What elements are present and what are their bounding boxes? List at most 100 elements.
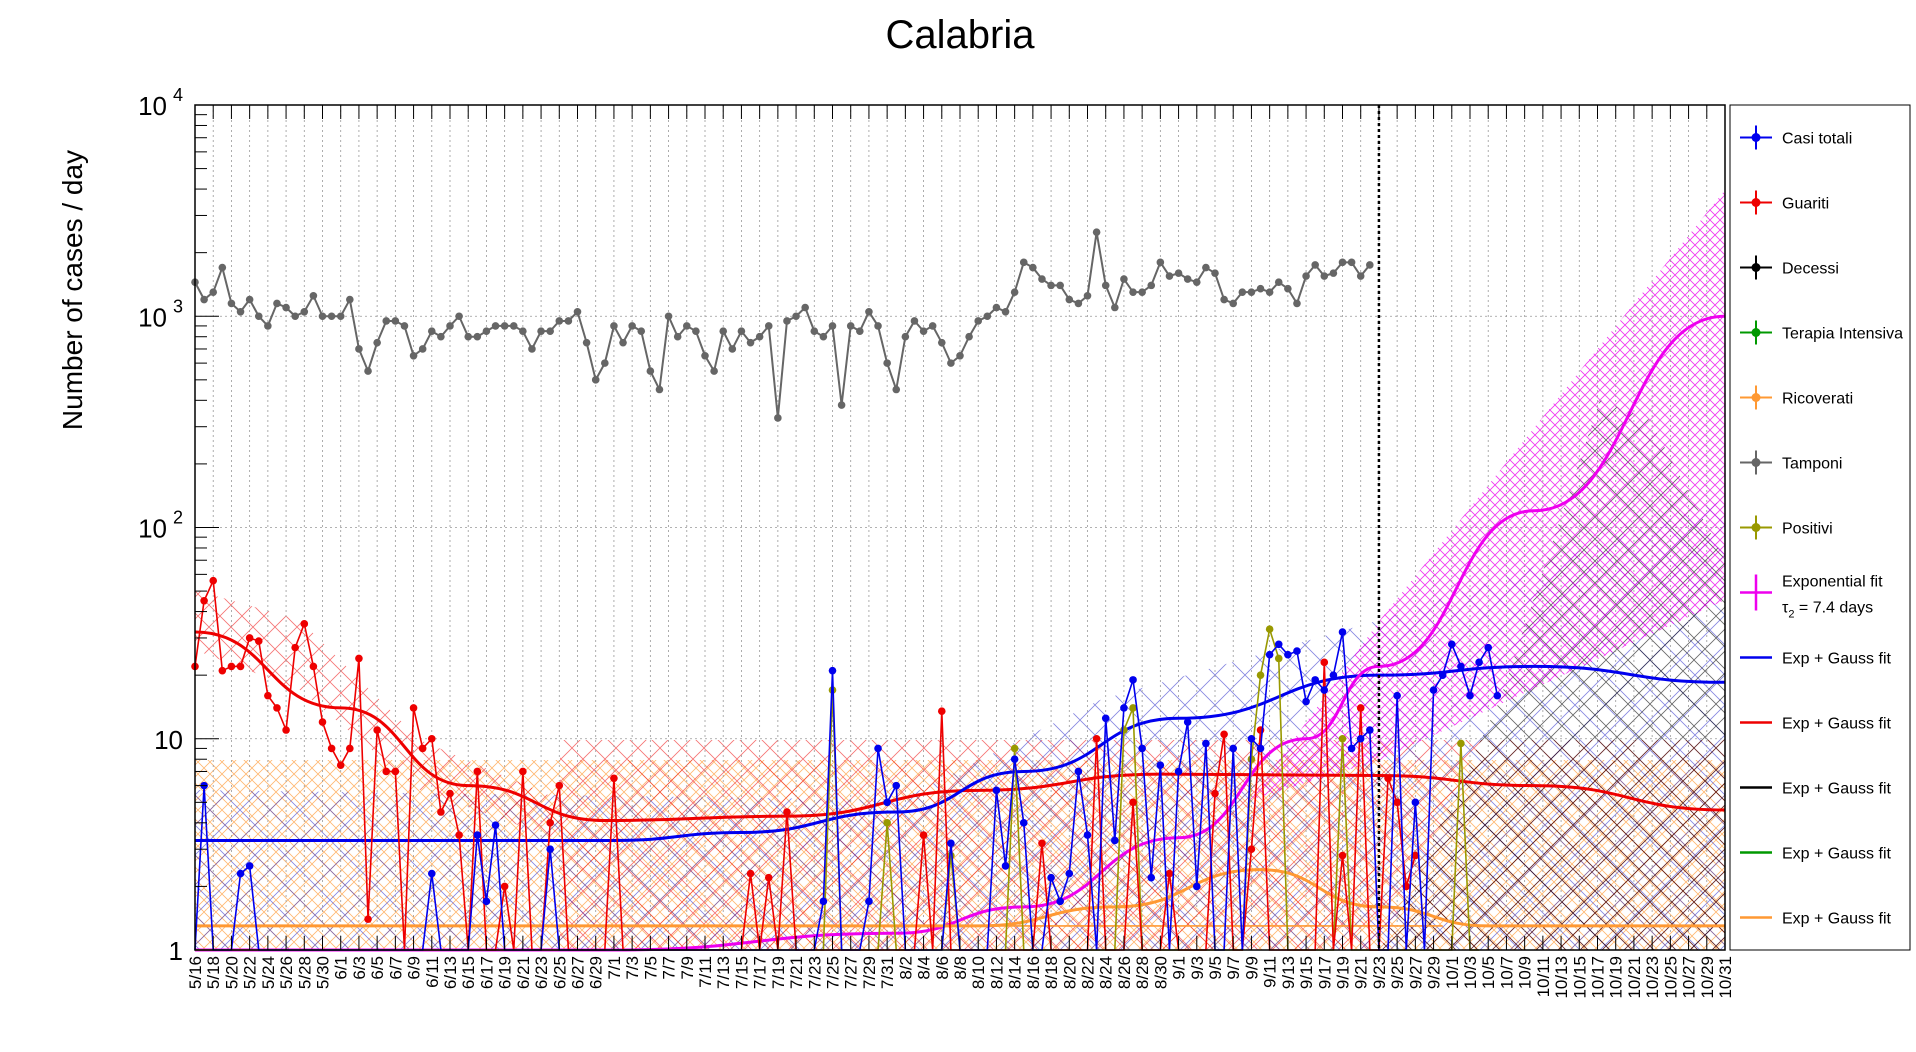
y-tick-label: 10: [138, 91, 167, 121]
data-point: [446, 322, 454, 330]
data-point: [245, 295, 254, 304]
x-tick-label: 7/5: [641, 956, 660, 980]
data-point: [218, 263, 227, 272]
data-point: [1138, 744, 1146, 753]
data-point: [437, 332, 445, 341]
data-point: [610, 774, 618, 783]
data-point: [1238, 288, 1247, 296]
data-point: [1174, 767, 1183, 776]
data-point: [1220, 730, 1228, 739]
x-tick-label: 7/1: [605, 956, 624, 980]
data-point: [1457, 739, 1465, 748]
x-tick-label: 10/11: [1534, 956, 1553, 997]
y-tick-exponent: 4: [173, 85, 183, 105]
data-point: [291, 312, 299, 321]
data-point: [710, 367, 718, 375]
x-tick-label: 9/15: [1297, 956, 1316, 989]
data-point: [1247, 288, 1256, 296]
x-tick-label: 9/11: [1261, 956, 1280, 988]
x-tick-label: 7/11: [696, 956, 715, 988]
data-point: [856, 327, 864, 335]
data-point: [919, 831, 928, 839]
data-point: [637, 327, 646, 335]
data-point: [783, 808, 791, 816]
data-point: [591, 376, 600, 384]
data-point: [1384, 774, 1392, 783]
x-tick-label: 10/9: [1516, 956, 1535, 989]
data-point: [455, 831, 463, 839]
x-tick-label: 10/29: [1698, 956, 1717, 999]
data-point: [865, 307, 873, 316]
x-tick-label: 10/5: [1479, 956, 1498, 989]
data-point: [519, 327, 527, 335]
x-tick-label: 7/29: [860, 956, 879, 989]
data-point: [1466, 691, 1474, 700]
data-point: [473, 831, 482, 839]
x-tick-label: 9/17: [1315, 956, 1334, 989]
x-tick-label: 9/5: [1206, 956, 1225, 980]
legend-marker: [1751, 133, 1761, 142]
data-point: [1120, 704, 1128, 712]
legend-label: Terapia Intensiva: [1782, 326, 1903, 343]
x-tick-label: 9/9: [1242, 956, 1261, 980]
x-tick-label: 10/15: [1570, 956, 1589, 999]
legend-marker: [1751, 458, 1761, 467]
x-tick-label: 7/9: [678, 956, 697, 980]
data-point: [1101, 714, 1110, 723]
x-tick-label: 10/7: [1497, 956, 1516, 989]
x-tick-label: 7/19: [769, 956, 788, 989]
data-point: [227, 299, 236, 308]
data-point: [1101, 281, 1110, 290]
data-point: [1202, 263, 1210, 272]
data-point: [528, 345, 536, 353]
data-point: [1329, 671, 1338, 679]
data-point: [1001, 307, 1010, 316]
legend-marker: [1751, 328, 1761, 337]
data-point: [1047, 281, 1055, 290]
x-tick-label: 6/11: [423, 956, 442, 988]
data-point: [254, 637, 263, 645]
data-point: [937, 707, 946, 716]
x-tick-label: 5/18: [204, 956, 223, 989]
legend-label: Positivi: [1782, 521, 1833, 538]
data-point: [500, 882, 509, 891]
x-tick-label: 5/16: [186, 956, 205, 989]
data-point: [1229, 299, 1238, 308]
x-tick-label: 6/3: [350, 956, 369, 980]
data-point: [218, 666, 227, 675]
data-point: [1347, 258, 1356, 267]
data-point: [801, 303, 809, 312]
data-point: [1229, 744, 1238, 753]
data-point: [646, 367, 655, 375]
data-point: [509, 322, 518, 330]
x-tick-label: 8/2: [896, 956, 915, 980]
x-tick-label: 8/28: [1133, 956, 1152, 989]
fit-curve: [194, 664, 1726, 842]
x-tick-label: 6/23: [532, 956, 551, 989]
data-point: [1065, 295, 1074, 304]
legend-item: Exp + Gauss fit: [1740, 651, 1891, 668]
data-point: [1156, 258, 1165, 267]
data-point: [1274, 640, 1283, 649]
data-point: [837, 401, 846, 409]
x-tick-label: 10/3: [1461, 956, 1480, 989]
y-tick-label: 10: [138, 302, 167, 332]
x-tick-label: 8/12: [987, 956, 1006, 989]
data-point: [1356, 272, 1365, 280]
data-point: [673, 332, 682, 341]
data-point: [1065, 869, 1074, 878]
x-tick-label: 10/25: [1661, 956, 1680, 999]
legend-item: Exp + Gauss fit: [1740, 716, 1891, 733]
data-point: [300, 307, 309, 316]
data-point: [236, 869, 245, 878]
data-point: [446, 789, 454, 798]
data-point: [883, 359, 891, 367]
legend-label: Guariti: [1782, 196, 1829, 213]
data-point: [400, 322, 409, 330]
legend-item: Decessi: [1740, 255, 1839, 280]
data-point: [1001, 862, 1010, 870]
legend-label: Exp + Gauss fit: [1782, 651, 1891, 668]
data-point: [692, 327, 700, 335]
data-point: [473, 332, 482, 341]
data-point: [1338, 734, 1347, 743]
